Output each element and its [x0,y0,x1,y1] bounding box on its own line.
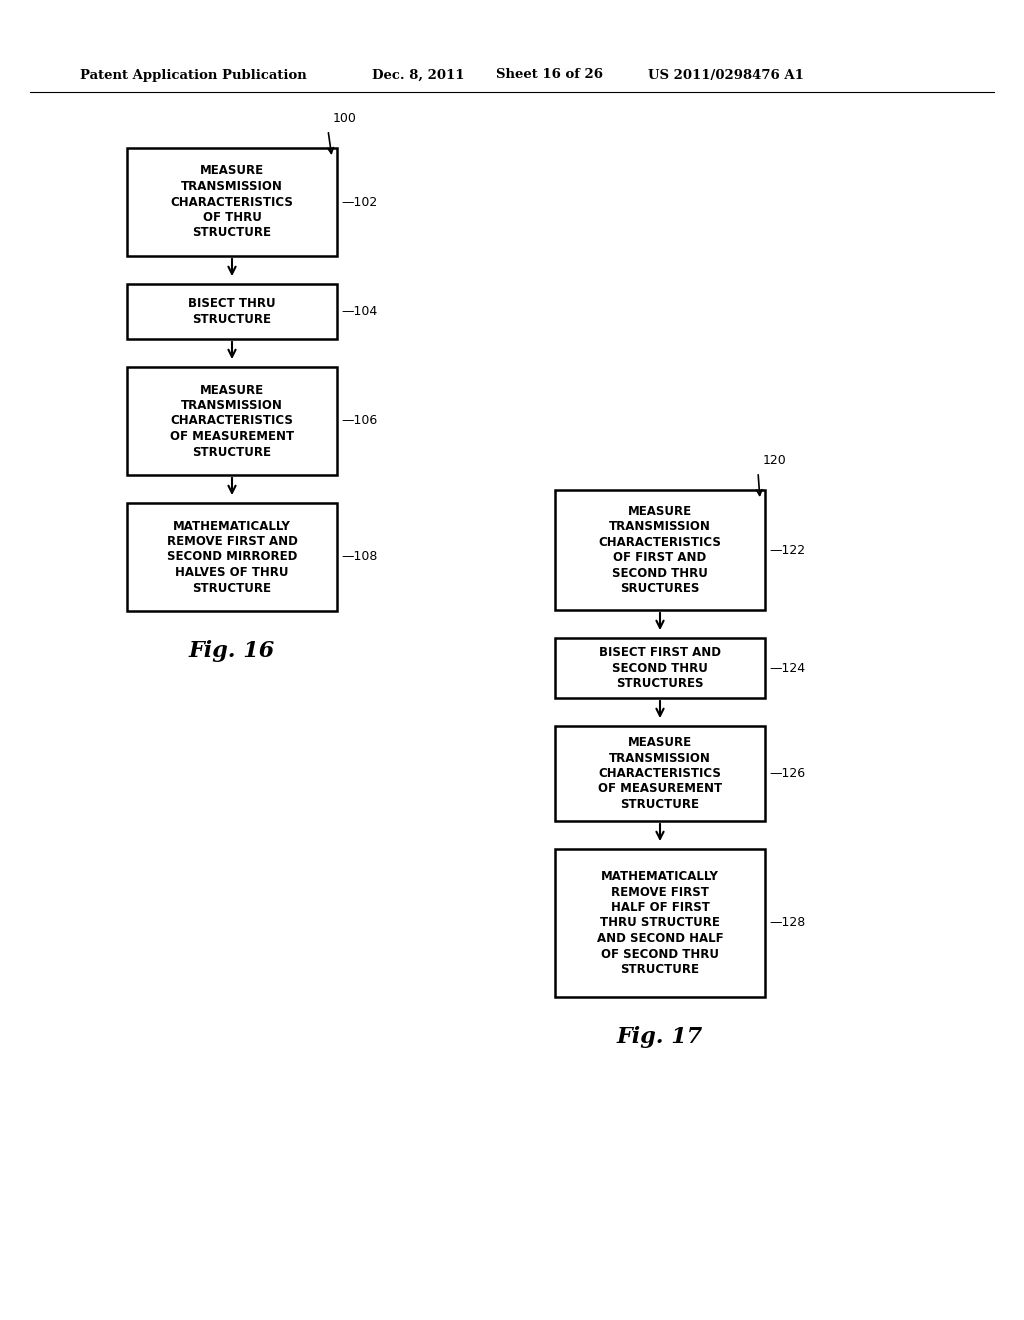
Text: US 2011/0298476 A1: US 2011/0298476 A1 [648,69,804,82]
Text: MATHEMATICALLY
REMOVE FIRST AND
SECOND MIRRORED
HALVES OF THRU
STRUCTURE: MATHEMATICALLY REMOVE FIRST AND SECOND M… [167,520,297,594]
Text: BISECT THRU
STRUCTURE: BISECT THRU STRUCTURE [188,297,275,326]
FancyBboxPatch shape [127,367,337,475]
FancyBboxPatch shape [127,284,337,339]
Text: —106: —106 [341,414,377,428]
FancyBboxPatch shape [555,490,765,610]
Text: —126: —126 [769,767,805,780]
Text: Sheet 16 of 26: Sheet 16 of 26 [496,69,603,82]
Text: —122: —122 [769,544,805,557]
Text: Dec. 8, 2011: Dec. 8, 2011 [372,69,465,82]
Text: Patent Application Publication: Patent Application Publication [80,69,307,82]
Text: 120: 120 [763,454,786,466]
FancyBboxPatch shape [555,849,765,997]
Text: MEASURE
TRANSMISSION
CHARACTERISTICS
OF FIRST AND
SECOND THRU
SRUCTURES: MEASURE TRANSMISSION CHARACTERISTICS OF … [599,504,722,595]
Text: MATHEMATICALLY
REMOVE FIRST
HALF OF FIRST
THRU STRUCTURE
AND SECOND HALF
OF SECO: MATHEMATICALLY REMOVE FIRST HALF OF FIRS… [597,870,723,975]
FancyBboxPatch shape [555,638,765,698]
Text: Fig. 16: Fig. 16 [188,640,275,663]
Text: —102: —102 [341,195,377,209]
Text: —104: —104 [341,305,377,318]
Text: MEASURE
TRANSMISSION
CHARACTERISTICS
OF MEASUREMENT
STRUCTURE: MEASURE TRANSMISSION CHARACTERISTICS OF … [170,384,294,458]
Text: MEASURE
TRANSMISSION
CHARACTERISTICS
OF MEASUREMENT
STRUCTURE: MEASURE TRANSMISSION CHARACTERISTICS OF … [598,737,722,810]
FancyBboxPatch shape [127,503,337,611]
FancyBboxPatch shape [127,148,337,256]
Text: 100: 100 [333,111,357,124]
Text: —128: —128 [769,916,805,929]
Text: —108: —108 [341,550,378,564]
Text: BISECT FIRST AND
SECOND THRU
STRUCTURES: BISECT FIRST AND SECOND THRU STRUCTURES [599,645,721,690]
FancyBboxPatch shape [555,726,765,821]
Text: —124: —124 [769,661,805,675]
Text: Fig. 17: Fig. 17 [616,1026,703,1048]
Text: MEASURE
TRANSMISSION
CHARACTERISTICS
OF THRU
STRUCTURE: MEASURE TRANSMISSION CHARACTERISTICS OF … [171,165,294,239]
